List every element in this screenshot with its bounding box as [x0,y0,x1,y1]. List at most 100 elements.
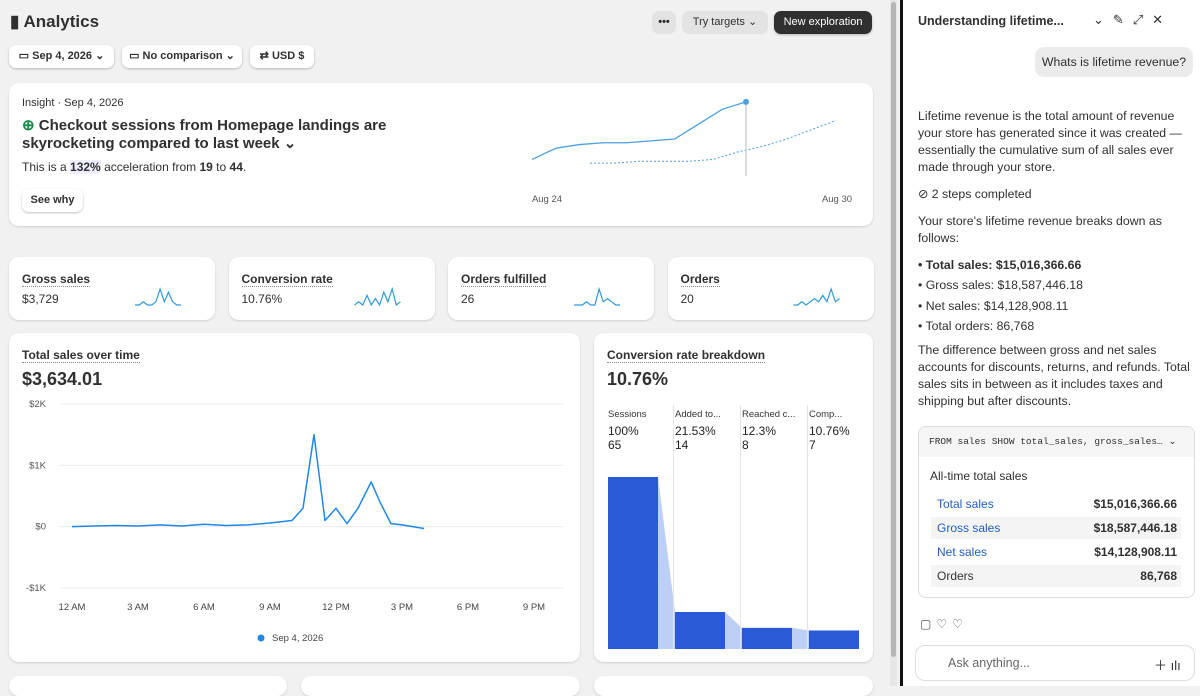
sparkline [574,286,620,306]
input-icons[interactable]: ＋ ılı [1154,658,1181,673]
feedback[interactable]: ▢♡♡ [920,617,968,631]
total-sales-card: Total sales over time $3,634.01 [9,333,580,662]
assistant-panel: Understanding lifetime... ⌄✎⤢✕ Whats is … [900,0,1200,686]
label: USD $ [271,50,305,62]
chat-input[interactable]: Ask anything... ＋ ılı [915,645,1195,681]
value-label: 10.76% [809,424,850,438]
bar [809,630,859,649]
metric-label: Gross sales [22,272,91,287]
x-tick-label: 6 AM [193,602,215,613]
row-label: Orders [937,569,974,583]
query-text: FROM sales SHOW total_sales, gross_sales… [929,436,1163,447]
funnel-flow [658,477,675,649]
text: . [242,160,247,174]
value-label: 21.53% [675,424,716,438]
panel-title: Understanding lifetime... [918,14,1064,28]
from: 19 [199,160,213,174]
comparison-filter[interactable]: ▭ No comparison ⌄ [122,45,242,68]
card-title: Total sales over time [22,348,140,363]
value-label: 100% [608,424,639,438]
row-value: 86,768 [1140,569,1177,583]
metric-label: Conversion rate [241,272,333,287]
row-label: Total sales [937,497,994,511]
x-tick-label: 3 PM [391,602,413,613]
pct: 132% [70,160,101,174]
bullet: • Total sales: $15,016,366.66 [918,258,1082,272]
count-label: 7 [809,438,816,452]
x-tick-label: 6 PM [457,602,479,613]
metric-value: $3,729 [22,292,59,306]
text: to [216,160,227,174]
insight-desc: This is a 132% acceleration from 19 to 4… [22,160,246,174]
scroll-thumb[interactable] [891,2,896,657]
text: acceleration from [104,160,197,174]
category-label: Comp... [809,409,842,420]
insight-current-line [531,101,747,161]
sales-line [71,433,425,530]
query[interactable]: FROM sales SHOW total_sales, gross_sales… [919,427,1194,457]
x-label: Aug 30 [822,194,852,205]
more-button[interactable]: ••• [652,11,676,34]
scrollbar[interactable] [890,0,897,686]
category-label: Sessions [608,409,647,420]
currency-filter[interactable]: ⇄ USD $ [250,45,314,68]
bar [608,477,658,649]
row-label: Net sales [937,545,988,559]
value-label: 12.3% [742,424,776,438]
y-tick-label: -$1K [26,583,47,594]
x-label: Aug 24 [532,194,562,205]
insight-previous-line [590,119,837,164]
table-title: All-time total sales [930,469,1028,483]
y-tick-label: $1K [29,460,47,471]
metric-value: 20 [680,292,694,306]
bar [675,611,725,649]
count-label: 8 [742,438,749,452]
query-result: FROM sales SHOW total_sales, gross_sales… [918,426,1195,598]
placeholder: Ask anything... [948,656,1030,670]
table-row: Gross sales $18,587,446.18 [931,517,1181,539]
metric-label: Orders [680,272,720,287]
row-label: Gross sales [937,521,1001,535]
legend-dot [257,634,265,642]
x-tick-label: 9 AM [259,602,281,613]
sparkline [354,286,401,307]
try-targets[interactable]: Try targets ⌄ [682,11,768,34]
funnel-flow [725,611,742,649]
new-exploration[interactable]: New exploration [774,11,872,34]
title: Analytics [23,12,100,31]
answer: Lifetime revenue is the total amount of … [918,109,1182,174]
x-tick-label: 12 AM [59,602,86,613]
steps[interactable]: ⊘ 2 steps completed [918,187,1032,201]
page-title: ▮ Analytics [10,12,100,31]
metric-card: Conversion rate 10.76% [228,257,435,320]
legend-label: Sep 4, 2026 [272,633,323,644]
text: This is a [22,160,67,174]
steps-text: 2 steps completed [931,187,1032,201]
table-row: Orders 86,768 [931,565,1181,587]
label: No comparison [142,50,223,62]
sparkline [135,287,181,306]
headline: Checkout sessions from Homepage landings… [22,117,387,152]
bullet: • Net sales: $14,128,908.11 [918,298,1069,313]
insight-label: Insight · Sep 4, 2026 [22,97,124,109]
row-value: $15,016,366.66 [1093,497,1177,511]
x-tick-label: 12 PM [322,602,350,613]
panel-icons[interactable]: ⌄✎⤢✕ [1093,12,1173,27]
date-filter[interactable]: ▭ Sep 4, 2026 ⌄ [9,45,114,68]
count-label: 14 [675,438,689,452]
card-total: $3,634.01 [22,369,103,389]
card-total: 10.76% [607,369,669,389]
table-row: Net sales $14,128,908.11 [931,541,1181,563]
y-tick-label: $0 [35,522,46,533]
metric-value: 26 [461,292,475,306]
see-why[interactable]: See why [22,189,83,212]
question: Whats is lifetime revenue? [1035,47,1193,77]
metric-card: Orders 20 [667,257,874,320]
to: 44 [229,160,243,174]
row-value: $14,128,908.11 [1094,545,1177,559]
x-tick-label: 3 AM [127,602,149,613]
answer: Your store's lifetime revenue breaks dow… [918,214,1162,245]
category-label: Reached c... [742,409,795,420]
count-label: 65 [608,438,622,452]
